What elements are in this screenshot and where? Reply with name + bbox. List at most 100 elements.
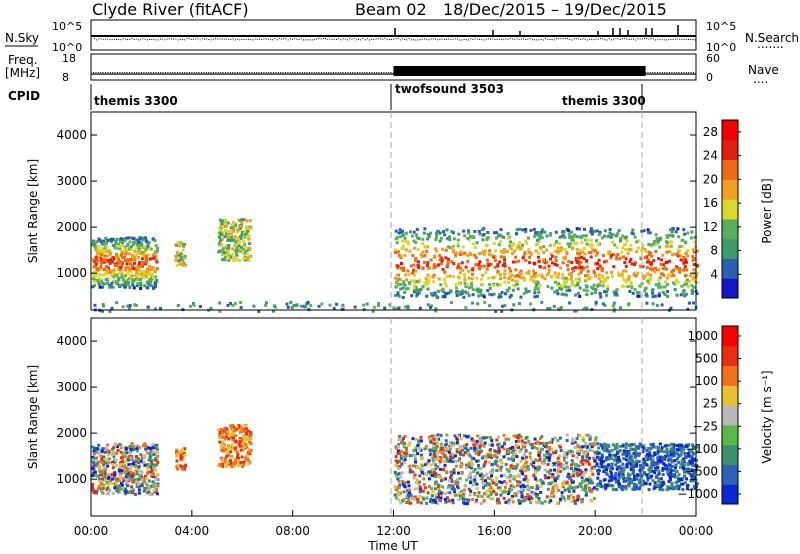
data-cell <box>660 446 664 450</box>
data-cell <box>649 443 653 447</box>
data-cell <box>579 498 583 502</box>
data-cell <box>432 254 436 258</box>
data-cell <box>452 275 455 279</box>
data-cell <box>540 441 544 445</box>
data-cell <box>585 455 589 459</box>
data-cell <box>537 237 541 241</box>
nsearch-dot <box>107 38 109 40</box>
data-cell <box>124 252 128 256</box>
data-cell <box>115 280 119 284</box>
data-cell <box>496 263 500 267</box>
data-cell <box>495 483 498 487</box>
data-cell <box>228 255 232 259</box>
data-cell <box>577 277 581 281</box>
data-cell <box>394 455 398 459</box>
data-cell <box>396 467 400 470</box>
nsearch-dot <box>274 38 276 40</box>
data-cell <box>232 425 236 429</box>
data-cell <box>478 444 482 448</box>
data-cell <box>487 263 491 267</box>
data-cell <box>489 497 493 501</box>
data-cell <box>528 455 532 459</box>
data-cell <box>529 302 533 306</box>
nave-dot <box>340 72 342 73</box>
data-cell <box>585 242 589 246</box>
data-cell <box>519 469 523 473</box>
data-cell <box>243 456 247 460</box>
data-cell <box>594 253 598 257</box>
data-cell <box>423 463 427 467</box>
data-cell <box>439 442 443 446</box>
data-cell <box>537 453 541 457</box>
data-cell <box>418 490 422 494</box>
nave-dot <box>301 72 303 73</box>
data-cell <box>95 245 99 249</box>
nave-dot <box>683 72 685 73</box>
data-cell <box>576 494 580 498</box>
data-cell <box>229 226 233 230</box>
freq-tick-high: 18 <box>62 52 76 65</box>
data-cell <box>150 256 154 260</box>
data-cell <box>97 276 101 280</box>
data-cell <box>551 475 554 479</box>
data-cell <box>463 272 467 276</box>
data-cell <box>526 467 530 471</box>
data-cell <box>545 260 549 264</box>
nsearch-dot <box>415 39 417 41</box>
data-cell <box>582 246 586 250</box>
data-cell <box>461 252 465 256</box>
data-cell <box>602 254 605 258</box>
data-cell <box>527 250 531 254</box>
nave-dot <box>162 72 164 73</box>
data-cell <box>438 460 442 464</box>
data-cell <box>272 304 276 308</box>
data-cell <box>401 244 405 248</box>
data-cell <box>443 463 447 467</box>
data-cell <box>643 463 647 467</box>
data-cell <box>500 445 504 449</box>
data-cell <box>468 473 472 477</box>
data-cell <box>492 489 496 493</box>
data-cell <box>677 235 681 239</box>
data-cell <box>121 241 124 245</box>
data-cell <box>232 429 236 433</box>
data-cell <box>491 441 495 445</box>
data-cell <box>124 459 127 463</box>
data-cell <box>524 461 528 465</box>
data-cell <box>546 470 550 474</box>
data-cell <box>570 230 573 234</box>
data-cell <box>477 442 481 446</box>
data-cell <box>594 452 598 456</box>
data-cell <box>521 456 525 460</box>
data-cell <box>249 442 253 445</box>
data-cell <box>117 271 121 275</box>
data-cell <box>131 444 135 448</box>
data-cell <box>290 306 294 310</box>
data-cell <box>437 475 441 479</box>
data-cell <box>686 452 690 455</box>
data-cell <box>122 479 126 483</box>
data-cell <box>93 243 97 247</box>
data-cell <box>695 264 699 268</box>
data-cell <box>429 499 433 503</box>
data-cell <box>120 469 124 473</box>
nave-dot <box>280 72 282 73</box>
data-cell <box>237 424 241 428</box>
data-cell <box>479 467 483 470</box>
data-cell <box>666 294 669 298</box>
nsearch-dot <box>206 38 208 40</box>
data-cell <box>438 239 442 243</box>
data-cell <box>570 480 574 484</box>
data-cell <box>602 470 606 473</box>
data-cell <box>113 477 117 480</box>
data-cell <box>132 479 136 483</box>
data-cell <box>441 452 445 456</box>
data-cell <box>456 438 460 442</box>
data-cell <box>517 473 521 477</box>
data-cell <box>432 280 436 284</box>
data-cell <box>508 275 512 279</box>
data-cell <box>551 261 554 265</box>
nave-dot <box>273 72 274 73</box>
data-cell <box>509 488 513 492</box>
data-cell <box>377 304 380 307</box>
